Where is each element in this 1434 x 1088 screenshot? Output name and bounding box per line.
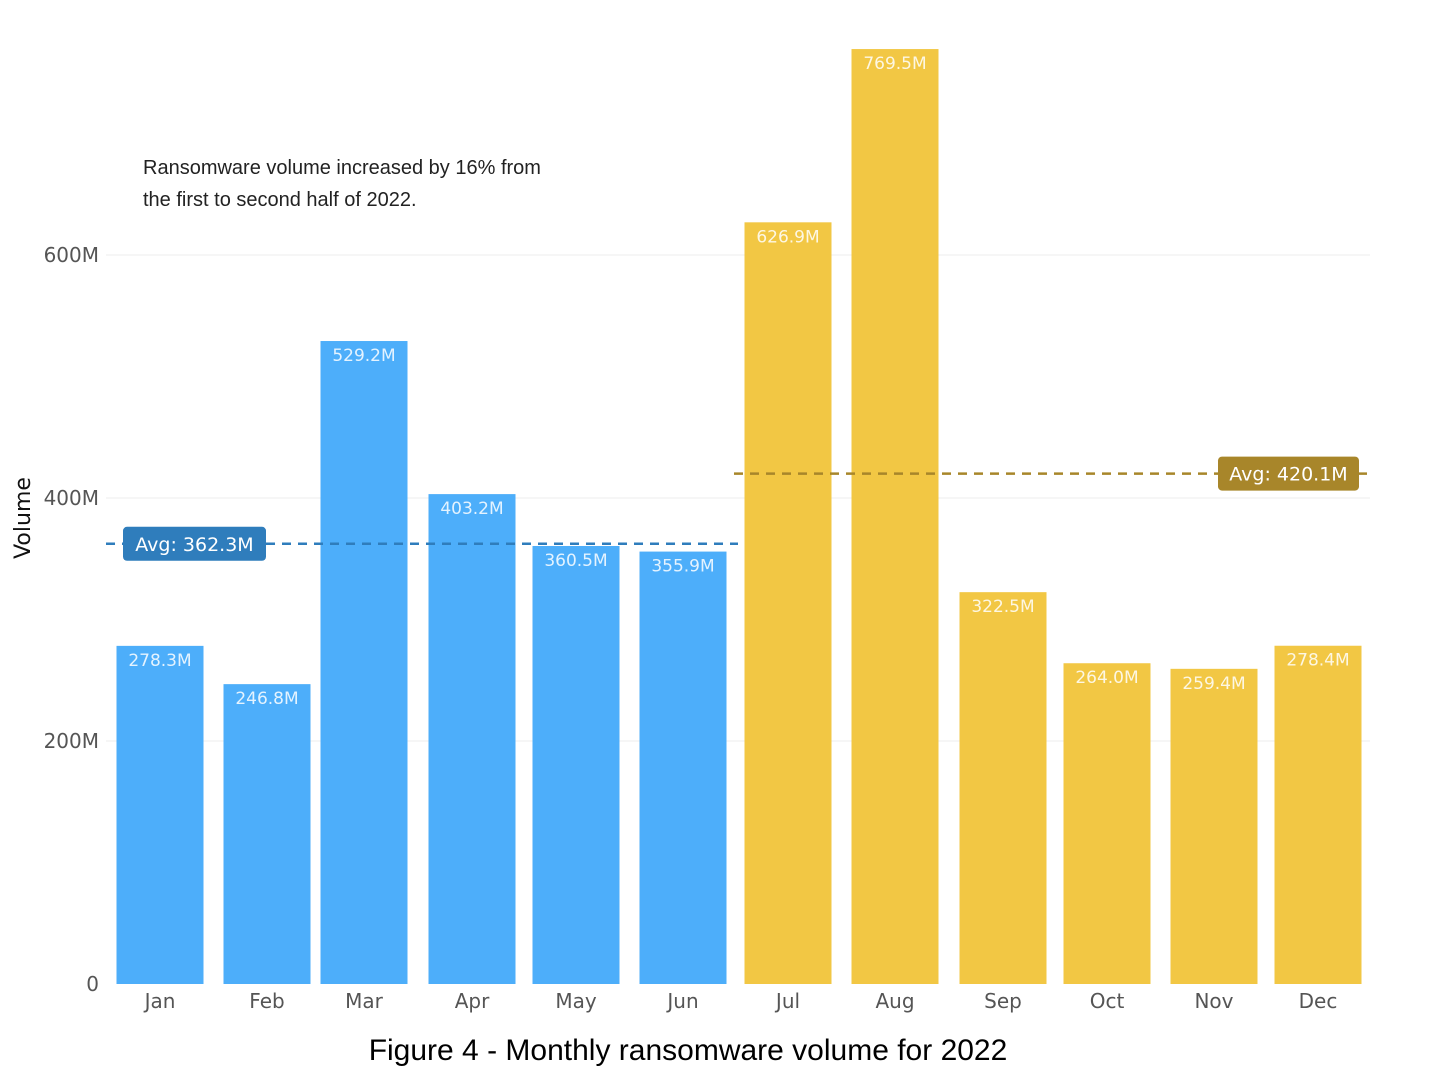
bar-value-label: 626.9M (756, 227, 819, 247)
average-lines-layer: Avg: 362.3M Avg: 420.1M (106, 456, 1370, 561)
x-tick-label: Sep (984, 989, 1022, 1013)
bar-aug (851, 49, 939, 985)
bar-value-label: 403.2M (440, 499, 503, 519)
bar-value-label: 259.4M (1182, 674, 1245, 694)
bar-nov (1170, 668, 1258, 984)
bar-value-label: 769.5M (863, 54, 926, 74)
x-tick-label: Mar (345, 989, 384, 1013)
bar-value-label: 322.5M (971, 597, 1034, 617)
y-tick-label: 400M (44, 486, 99, 510)
bar-value-label: 264.0M (1075, 668, 1138, 688)
grid-layer (106, 254, 1370, 742)
x-tick-label: Nov (1194, 989, 1233, 1013)
bar-value-label: 278.3M (128, 651, 191, 671)
bar-value-label: 246.8M (235, 689, 298, 709)
ransomware-bar-chart: 278.3M 246.8M 529.2M 403.2M 360.5M 355.9M 626.… (11, 49, 1370, 1013)
bar-value-label: 360.5M (544, 551, 607, 571)
annotation-line-1: Ransomware volume increased by 16% from (143, 157, 541, 179)
average-badge (123, 526, 266, 561)
bar-jun (639, 551, 727, 984)
y-tick-label: 600M (44, 243, 99, 267)
bar-oct (1063, 663, 1151, 984)
x-tick-label: May (555, 989, 597, 1013)
x-tick-label: Jul (774, 989, 800, 1013)
bar-value-label: 355.9M (651, 557, 714, 577)
bar-sep (959, 592, 1047, 984)
bar-value-label: 529.2M (332, 346, 395, 366)
bar-mar (320, 341, 408, 985)
axis-layer: 0 200M 400M 600M Jan Feb Mar Apr May Jun Jul Aug Sep… (44, 243, 1338, 1013)
x-tick-label: Oct (1090, 989, 1125, 1013)
annotation-line-2: the first to second half of 2022. (143, 189, 417, 211)
average-badge (1218, 456, 1359, 491)
bar-feb (223, 684, 311, 984)
average-badge-label: Avg: 420.1M (1229, 464, 1347, 486)
y-tick-label: 200M (44, 729, 99, 753)
x-tick-label: Dec (1299, 989, 1338, 1013)
y-tick-label: 0 (86, 972, 99, 996)
bar-dec (1274, 645, 1362, 984)
x-tick-label: Apr (455, 989, 490, 1013)
bar-may (532, 545, 620, 984)
x-tick-label: Jun (665, 989, 698, 1013)
average-badge-label: Avg: 362.3M (135, 534, 253, 556)
bar-jul (744, 222, 832, 984)
x-tick-label: Jan (143, 989, 176, 1013)
bar-jan (116, 645, 204, 984)
x-tick-label: Feb (249, 989, 284, 1013)
x-tick-label: Aug (875, 989, 914, 1013)
bars-layer: 278.3M 246.8M 529.2M 403.2M 360.5M 355.9M 626.… (116, 49, 1362, 985)
bar-value-label: 278.4M (1286, 651, 1349, 671)
bar-apr (428, 494, 516, 984)
figure-caption: Figure 4 - Monthly ransomware volume for… (368, 1034, 1008, 1067)
y-axis-label: Volume (11, 477, 36, 559)
